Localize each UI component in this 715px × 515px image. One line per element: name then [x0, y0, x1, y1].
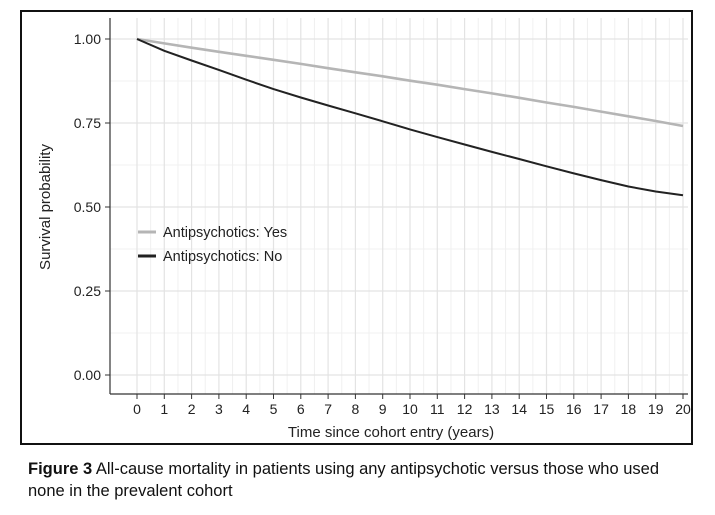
- x-tick-label: 14: [511, 401, 527, 417]
- x-tick-label: 11: [430, 401, 445, 417]
- x-tick-label: 17: [593, 401, 609, 417]
- x-tick-label: 5: [270, 401, 278, 417]
- figure-caption: Figure 3 All-cause mortality in patients…: [28, 458, 698, 502]
- series-line-yes: [136, 37, 684, 128]
- x-tick-label: 15: [539, 401, 555, 417]
- legend-label-no: Antipsychotics: No: [163, 249, 282, 265]
- caption-label: Figure 3: [28, 460, 93, 478]
- x-tick-label: 2: [188, 401, 196, 417]
- x-tick-label: 7: [324, 401, 332, 417]
- x-tick-label: 6: [297, 401, 305, 417]
- legend: Antipsychotics: Yes Antipsychotics: No: [138, 225, 287, 265]
- x-tick-label: 20: [675, 401, 691, 417]
- x-tick-label: 13: [484, 401, 500, 417]
- x-tick-label: 10: [402, 401, 418, 417]
- x-tick-label: 19: [648, 401, 664, 417]
- y-tick-label: 0.00: [74, 367, 101, 383]
- axes: 0 1 2 3 4 5 6 7 8 9 10 11 12 13 14 15 16 17 18 19 200.000.25…: [74, 18, 691, 417]
- x-tick-label: 9: [379, 401, 387, 417]
- x-tick-label: 8: [352, 401, 360, 417]
- grid: [110, 18, 688, 394]
- x-tick-label: 16: [566, 401, 582, 417]
- series-lines: [136, 37, 684, 197]
- x-tick-label: 18: [621, 401, 637, 417]
- legend-label-yes: Antipsychotics: Yes: [163, 225, 287, 241]
- x-axis-title: Time since cohort entry (years): [288, 424, 494, 441]
- x-tick-label: 3: [215, 401, 223, 417]
- y-tick-label: 0.25: [74, 283, 101, 299]
- x-tick-label: 1: [160, 401, 168, 417]
- x-tick-label: 0: [133, 401, 141, 417]
- x-tick-label: 12: [457, 401, 473, 417]
- y-tick-label: 0.50: [74, 199, 101, 215]
- survival-chart: 0 1 2 3 4 5 6 7 8 9 10 11 12 13 14 15 16 17 18 19 200.000.25…: [37, 18, 691, 441]
- y-tick-label: 0.75: [74, 115, 101, 131]
- y-tick-label: 1.00: [74, 31, 101, 47]
- caption-text: All-cause mortality in patients using an…: [28, 460, 659, 500]
- series-line-no: [136, 38, 684, 197]
- y-axis-title: Survival probability: [37, 144, 54, 270]
- x-tick-label: 4: [242, 401, 250, 417]
